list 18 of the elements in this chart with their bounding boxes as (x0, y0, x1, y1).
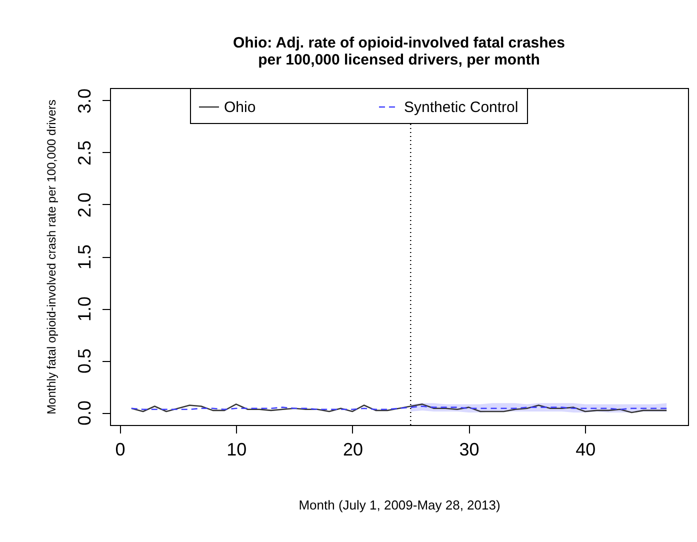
y-tick-label: 1.5 (74, 244, 94, 270)
legend-label: Synthetic Control (404, 99, 518, 116)
y-tick-label: 2.0 (74, 192, 94, 218)
y-tick-label: 1.0 (74, 296, 94, 322)
line-series (130, 404, 668, 414)
y-tick-label: 3.0 (74, 88, 94, 114)
x-tick-label: 0 (115, 440, 126, 460)
x-tick-label: 30 (459, 440, 480, 460)
y-tick-label: 0.0 (74, 400, 94, 426)
chart-title: Ohio: Adj. rate of opioid-involved fatal crashes per 100,000 licensed drivers, per month (233, 34, 565, 68)
x-tick-label: 10 (226, 440, 247, 460)
x-tick-label: 40 (576, 440, 596, 460)
y-tick-label: 0.5 (74, 348, 94, 374)
x-axis-title: Month (July 1, 2009-May 28, 2013) (298, 498, 500, 512)
y-axis-title: Monthly fatal opioid-involved crash rate per 100,000 drivers (44, 100, 58, 414)
x-tick-label: 20 (342, 440, 363, 460)
y-tick-label: 2.5 (74, 140, 94, 166)
legend-label: Ohio (224, 99, 256, 116)
